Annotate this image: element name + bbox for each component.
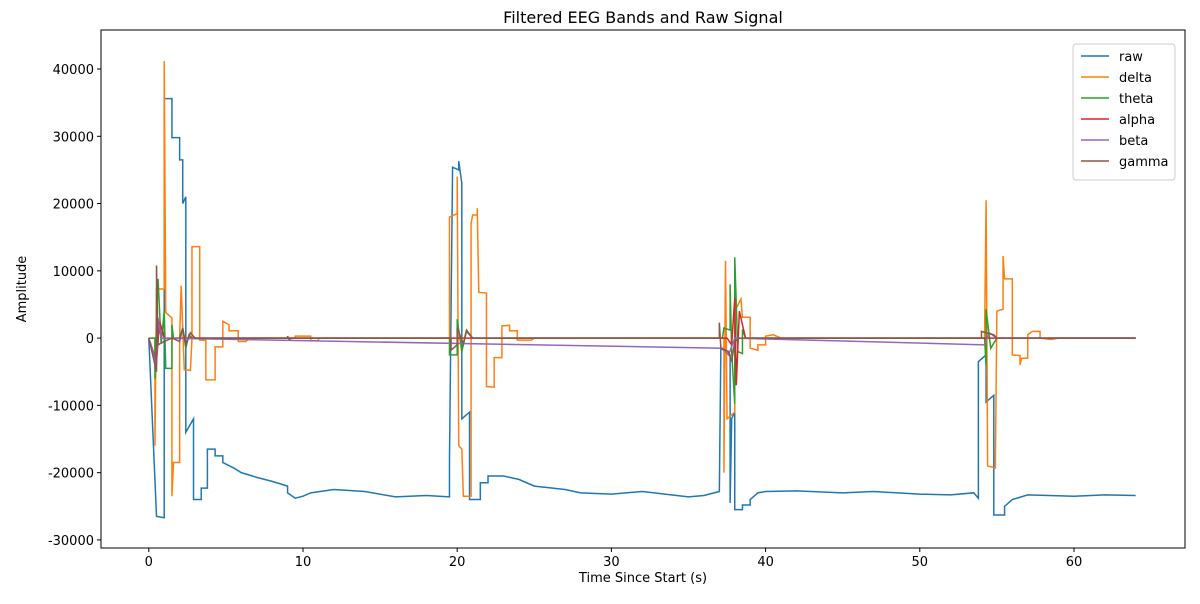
x-tick-label: 60 bbox=[1066, 555, 1083, 570]
plot-frame bbox=[100, 29, 1186, 549]
y-tick-label: 10000 bbox=[53, 265, 94, 280]
legend-label: delta bbox=[1119, 71, 1152, 86]
y-tick-label: -30000 bbox=[48, 534, 94, 549]
y-tick-label: 20000 bbox=[53, 198, 94, 213]
legend-label: theta bbox=[1119, 92, 1153, 107]
y-tick-label: -20000 bbox=[48, 467, 94, 482]
x-tick-label: 10 bbox=[295, 555, 312, 570]
legend-label: beta bbox=[1119, 134, 1148, 149]
x-tick-label: 30 bbox=[603, 555, 620, 570]
y-tick-label: 40000 bbox=[53, 63, 94, 78]
x-tick-label: 40 bbox=[757, 555, 774, 570]
x-tick-label: 20 bbox=[449, 555, 466, 570]
legend-label: alpha bbox=[1119, 113, 1155, 128]
series-line bbox=[148, 265, 1136, 372]
y-tick-label: 30000 bbox=[53, 130, 94, 145]
x-axis-label: Time Since Start (s) bbox=[578, 571, 707, 586]
y-tick-label: -10000 bbox=[48, 399, 94, 414]
series-line bbox=[148, 97, 1136, 519]
y-tick-label: 0 bbox=[86, 332, 94, 347]
chart-title: Filtered EEG Bands and Raw Signal bbox=[503, 8, 783, 27]
series-line bbox=[148, 60, 1136, 497]
x-tick-label: 0 bbox=[145, 555, 153, 570]
x-tick-label: 50 bbox=[912, 555, 929, 570]
legend-label: gamma bbox=[1119, 155, 1169, 170]
legend-label: raw bbox=[1119, 50, 1143, 65]
legend-box bbox=[1072, 43, 1176, 181]
y-axis-label: Amplitude bbox=[15, 256, 30, 323]
